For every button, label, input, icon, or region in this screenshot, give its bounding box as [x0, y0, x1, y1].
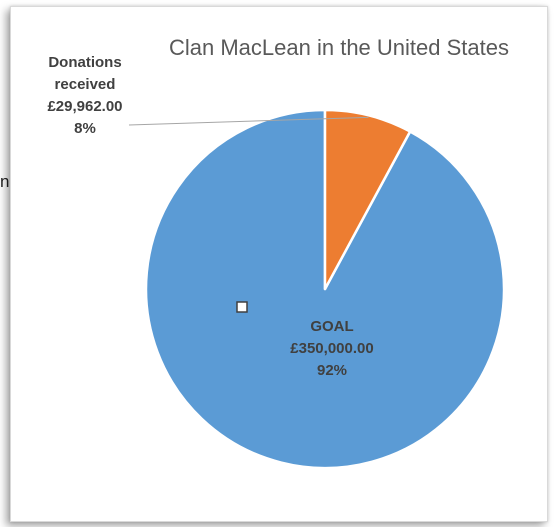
data-label-goal: GOAL £350,000.00 92%	[290, 318, 373, 379]
selection-handle[interactable]	[236, 301, 248, 313]
chart-title: Clan MacLean in the United States	[169, 35, 509, 60]
data-label-donations-received: Donations received £29,962.00 8%	[47, 54, 122, 137]
pie-slices	[144, 108, 506, 470]
data-label-line: £350,000.00	[290, 340, 373, 357]
data-label-line: £29,962.00	[47, 98, 122, 115]
leader-line	[128, 116, 369, 126]
pie-chart: Clan MacLean in the United States GOAL £3…	[47, 35, 509, 470]
data-labels: GOAL £350,000.00 92% Donations received £29,9…	[47, 54, 373, 379]
pie-slice-donations-received[interactable]	[323, 108, 412, 291]
data-label-line: 92%	[317, 362, 347, 379]
stray-text-fragment: n	[0, 172, 10, 191]
data-label-line: Donations	[48, 54, 121, 71]
data-label-line: GOAL	[310, 318, 353, 335]
chart-container[interactable]: Clan MacLean in the United States GOAL £3…	[10, 6, 548, 522]
data-label-line: 8%	[74, 120, 96, 137]
data-label-line: received	[55, 76, 116, 93]
